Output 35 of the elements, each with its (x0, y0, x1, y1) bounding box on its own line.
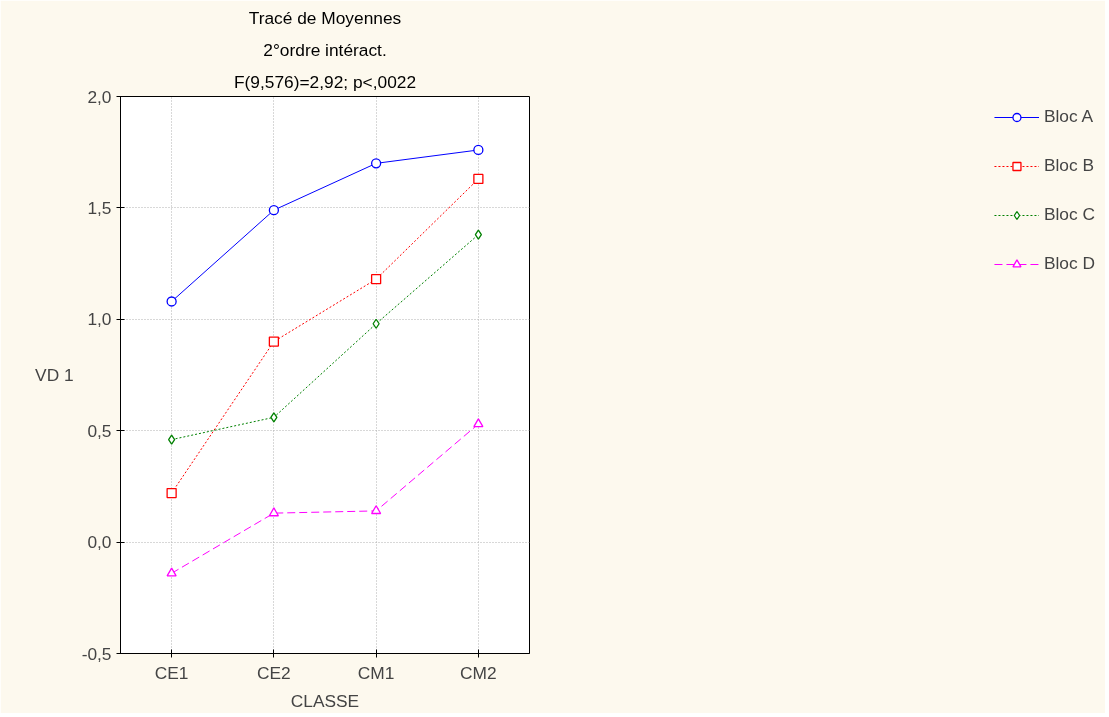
x-tick-label: CE2 (257, 662, 291, 683)
y-tick-label: 1,5 (87, 197, 112, 218)
y-tick-label: 1,0 (87, 309, 112, 330)
x-tick-label: CE1 (154, 662, 189, 683)
point (270, 412, 278, 423)
y-tick-label: 0,5 (87, 420, 112, 441)
text: F(9,576)=2,92; p<,0022 (233, 71, 417, 92)
point (473, 418, 484, 428)
legend-label: Bloc D (1043, 253, 1095, 274)
point (370, 505, 382, 515)
point (474, 229, 483, 240)
chart-subtitle: 2°ordre intéract. (263, 39, 387, 60)
y-axis-title: VD 1 (35, 365, 74, 385)
x-axis-title: CLASSE (290, 690, 360, 711)
legend-label: Bloc B (1043, 155, 1095, 176)
point (473, 173, 484, 185)
point (268, 204, 280, 216)
point (166, 487, 177, 499)
x-tick-label: CM2 (460, 662, 497, 683)
legend-label: Bloc A (1043, 106, 1094, 127)
y-tick-label: 2,0 (87, 86, 112, 107)
point (166, 567, 177, 577)
point (268, 507, 280, 517)
x-tick-label: CM1 (357, 662, 395, 683)
point (268, 336, 280, 347)
point (370, 158, 382, 169)
point (370, 274, 382, 285)
point (473, 144, 484, 156)
y-tick-label: -0,5 (81, 643, 112, 664)
legend-label: Bloc C (1043, 204, 1095, 225)
point (372, 318, 380, 329)
point (167, 434, 176, 445)
chart-title: Tracé de Moyennes (248, 7, 402, 28)
y-tick-label: 0,0 (87, 532, 112, 553)
point (166, 296, 177, 307)
